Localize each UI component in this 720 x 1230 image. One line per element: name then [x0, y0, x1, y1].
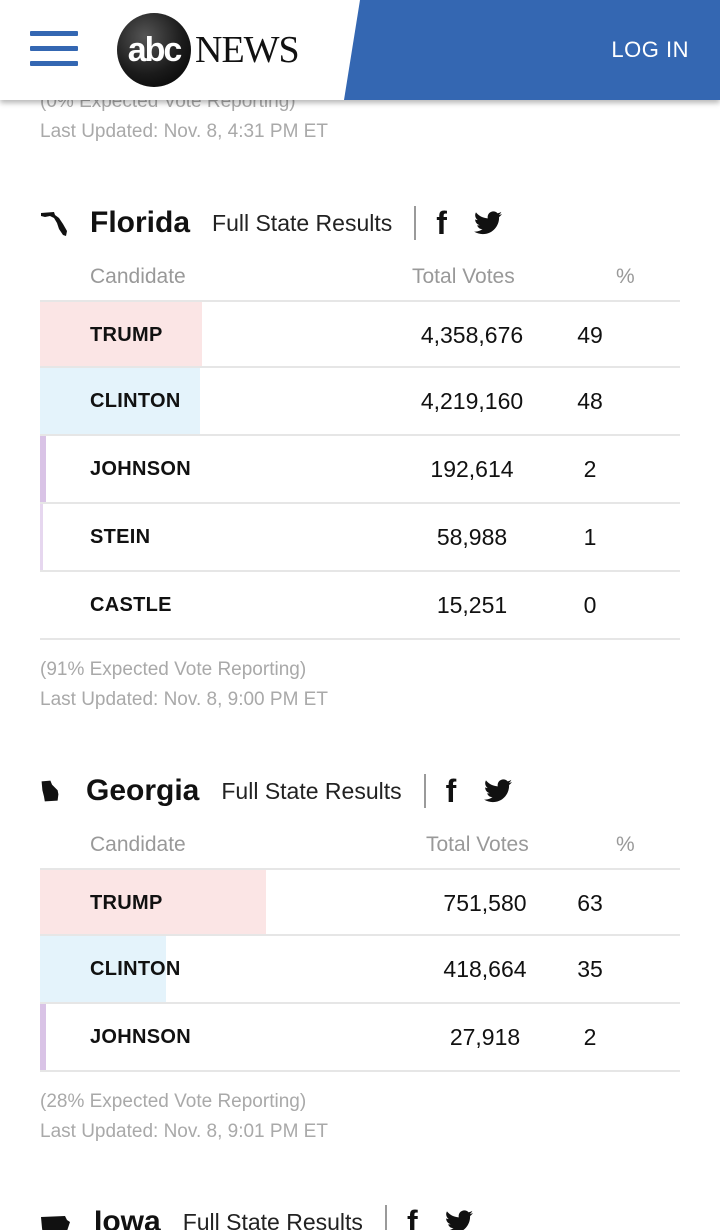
vote-share-bar: [40, 1004, 46, 1070]
divider: [423, 774, 426, 808]
facebook-icon[interactable]: f: [445, 773, 457, 809]
column-headers: Candidate Total Votes %: [40, 265, 680, 295]
georgia-state-icon: [41, 780, 59, 802]
abc-logo-mark: abc: [117, 13, 191, 87]
total-votes: 15,251: [436, 592, 508, 618]
georgia-results-table: TRUMP 751,580 63 CLINTON 418,664 35 JOHN…: [40, 868, 680, 1072]
state-header-florida: Florida Full State Results f: [40, 203, 503, 243]
last-updated: Last Updated: Nov. 8, 9:01 PM ET: [40, 1121, 328, 1142]
table-row: CASTLE 15,251 0: [40, 572, 680, 640]
total-votes-column-header: Total Votes: [426, 833, 529, 856]
state-header-georgia: Georgia Full State Results f: [40, 771, 512, 811]
table-row: CLINTON 4,219,160 48: [40, 368, 680, 436]
vote-percent: 49: [577, 322, 603, 348]
candidate-column-header: Candidate: [90, 833, 186, 856]
candidate-name: JOHNSON: [90, 1026, 192, 1048]
state-header-iowa: Iowa Full State Results f: [40, 1202, 473, 1230]
vote-percent: 63: [577, 890, 603, 916]
facebook-icon[interactable]: f: [436, 205, 447, 241]
vote-share-bar: [40, 936, 166, 1002]
twitter-icon[interactable]: [483, 779, 512, 803]
table-row: JOHNSON 27,918 2: [40, 1004, 680, 1072]
hamburger-menu-icon[interactable]: [30, 31, 78, 67]
total-votes: 418,664: [443, 956, 527, 982]
candidate-name: CLINTON: [90, 958, 181, 980]
vote-share-bar: [40, 504, 43, 570]
percent-column-header: %: [616, 265, 635, 288]
reporting-status: (28% Expected Vote Reporting): [40, 1091, 307, 1112]
facebook-icon[interactable]: f: [406, 1204, 418, 1230]
twitter-icon[interactable]: [474, 211, 503, 235]
table-row: JOHNSON 192,614 2: [40, 436, 680, 504]
total-votes-column-header: Total Votes: [412, 265, 515, 288]
table-row: TRUMP 4,358,676 49: [40, 300, 680, 368]
header-accent-panel: [344, 0, 720, 100]
state-name: Georgia: [86, 774, 200, 807]
vote-share-bar: [40, 870, 266, 934]
vote-percent: 35: [577, 956, 603, 982]
total-votes: 4,219,160: [420, 388, 524, 414]
last-updated: Last Updated: Nov. 8, 4:31 PM ET: [40, 121, 328, 142]
site-header: abc NEWS LOG IN: [0, 0, 720, 100]
full-state-results-link[interactable]: Full State Results: [221, 777, 402, 804]
total-votes: 58,988: [436, 524, 508, 550]
divider: [414, 206, 417, 240]
vote-percent: 2: [583, 456, 597, 482]
divider: [384, 1205, 387, 1230]
abc-news-logo[interactable]: abc NEWS: [117, 13, 317, 87]
full-state-results-link[interactable]: Full State Results: [182, 1208, 363, 1230]
table-row: TRUMP 751,580 63: [40, 868, 680, 936]
reporting-status: (91% Expected Vote Reporting): [40, 659, 307, 680]
vote-percent: 48: [577, 388, 603, 414]
full-state-results-link[interactable]: Full State Results: [212, 209, 393, 236]
vote-share-bar: [40, 302, 202, 366]
vote-percent: 2: [583, 1024, 597, 1050]
vote-percent: 1: [583, 524, 597, 550]
column-headers: Candidate Total Votes %: [40, 833, 680, 863]
percent-column-header: %: [616, 833, 635, 856]
vote-percent: 0: [583, 592, 597, 618]
total-votes: 192,614: [430, 456, 514, 482]
login-button[interactable]: LOG IN: [611, 37, 689, 62]
table-row: STEIN 58,988 1: [40, 504, 680, 572]
state-name: Florida: [90, 206, 191, 239]
twitter-icon[interactable]: [445, 1210, 473, 1230]
candidate-name: JOHNSON: [90, 458, 192, 480]
florida-state-icon: [41, 212, 67, 236]
table-row: CLINTON 418,664 35: [40, 936, 680, 1004]
florida-results-table: TRUMP 4,358,676 49 CLINTON 4,219,160 48 …: [40, 300, 680, 640]
vote-share-bar: [40, 368, 200, 434]
vote-share-bar: [40, 436, 46, 502]
news-wordmark: NEWS: [195, 29, 300, 71]
candidate-name: TRUMP: [90, 324, 163, 346]
candidate-name: CLINTON: [90, 390, 181, 412]
iowa-state-icon: [41, 1216, 70, 1230]
candidate-name: TRUMP: [90, 892, 163, 914]
candidate-name: STEIN: [90, 526, 151, 548]
total-votes: 751,580: [443, 890, 527, 916]
state-name: Iowa: [94, 1205, 161, 1230]
candidate-name: CASTLE: [90, 594, 172, 616]
total-votes: 4,358,676: [420, 322, 524, 348]
last-updated: Last Updated: Nov. 8, 9:00 PM ET: [40, 689, 328, 710]
candidate-column-header: Candidate: [90, 265, 186, 288]
total-votes: 27,918: [449, 1024, 521, 1050]
